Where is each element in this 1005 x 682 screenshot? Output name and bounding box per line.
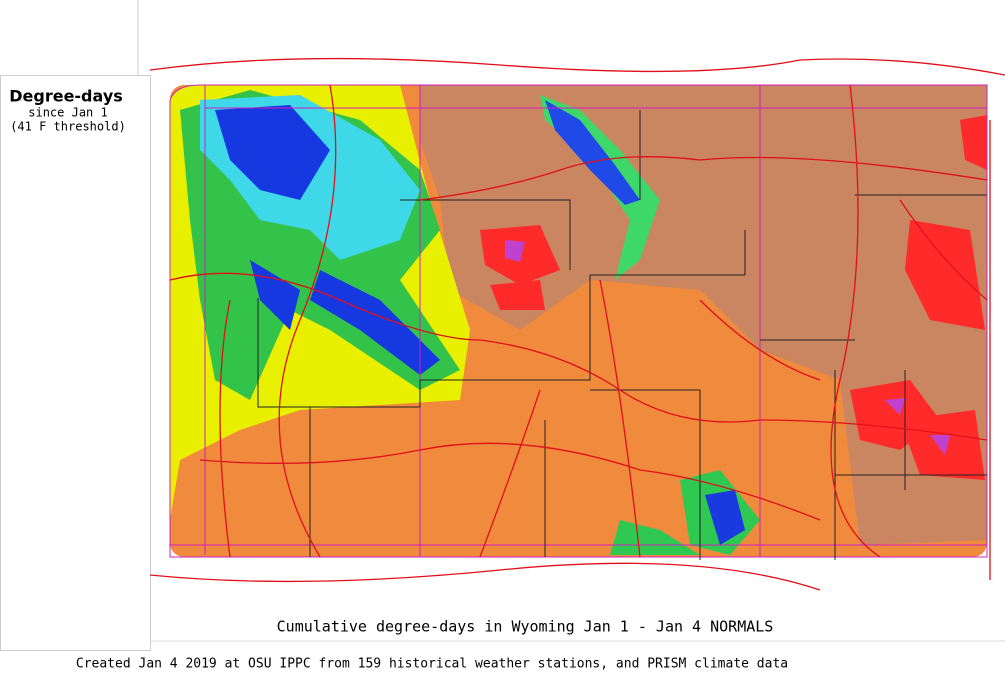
- map: [149, 57, 1005, 591]
- footer-credit: Created Jan 4 2019 at OSU IPPC from 159 …: [76, 657, 788, 672]
- legend-subtitle: since Jan 1: [28, 106, 107, 120]
- legend-title: Degree-days: [9, 87, 123, 106]
- region-blue: [705, 490, 745, 545]
- legend-note: (41 F threshold): [10, 120, 126, 134]
- state-border: [169, 84, 988, 558]
- region-blue: [545, 100, 640, 205]
- region-blue: [215, 105, 440, 375]
- map-caption: Cumulative degree-days in Wyoming Jan 1 …: [277, 618, 774, 636]
- road: [149, 57, 1005, 591]
- county-border: [257, 110, 987, 560]
- legend-panel: [0, 75, 151, 651]
- region-red: [480, 115, 987, 480]
- state-border: [170, 85, 987, 557]
- road: [169, 84, 988, 558]
